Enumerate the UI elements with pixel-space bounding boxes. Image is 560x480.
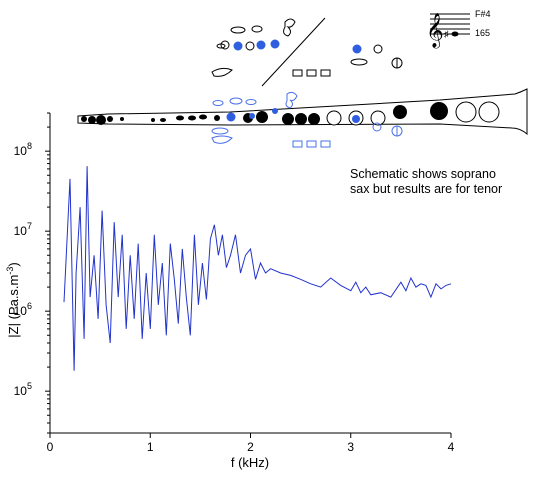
y-tick-label: 106 [14,301,32,318]
fingering-diagram [211,17,403,87]
annotation-line-2: sax but results are for tenor [350,182,502,196]
series-layer [63,166,452,371]
impedance-series-line [63,166,452,371]
plot-axes [49,113,451,434]
x-tick-label: 0 [47,440,54,454]
main-keys [214,101,500,126]
x-axis-ticks: 0 1 2 3 4 [47,433,455,454]
annotation-line-1: Schematic shows soprano [350,167,496,181]
y-axis-title-close: ) [6,262,21,266]
treble-clef-icon: 𝄞 [426,13,444,49]
y-tick-label: 107 [14,221,32,238]
key-outlines-blue [211,91,403,148]
x-tick-label: 4 [448,440,455,454]
x-tick-label: 2 [247,440,254,454]
y-tick-label: 108 [14,141,32,158]
small-tone-holes [120,114,207,122]
y-axis-title-sup: -3 [5,267,15,275]
fingering-number: 165 [475,28,490,38]
x-tick-label: 1 [147,440,154,454]
music-staff: 𝄞 ♯ F#4 165 [426,9,491,49]
x-tick-label: 3 [347,440,354,454]
note-head [451,31,459,37]
y-axis-title-main: |Z| (Pa.s.m [6,275,21,338]
y-tick-label: 105 [14,381,32,398]
y-axis-ticks: 105 106 107 108 [14,112,50,434]
saxophone-schematic: 𝄞 ♯ F#4 165 [77,9,528,148]
sharp-icon: ♯ [444,29,449,39]
note-name: F#4 [475,9,491,19]
y-axis-title: |Z| (Pa.s.m-3) [5,262,21,337]
x-axis-title: f (kHz) [231,455,269,470]
mouthpiece [81,115,113,125]
saxophone-body-outline [77,88,528,136]
